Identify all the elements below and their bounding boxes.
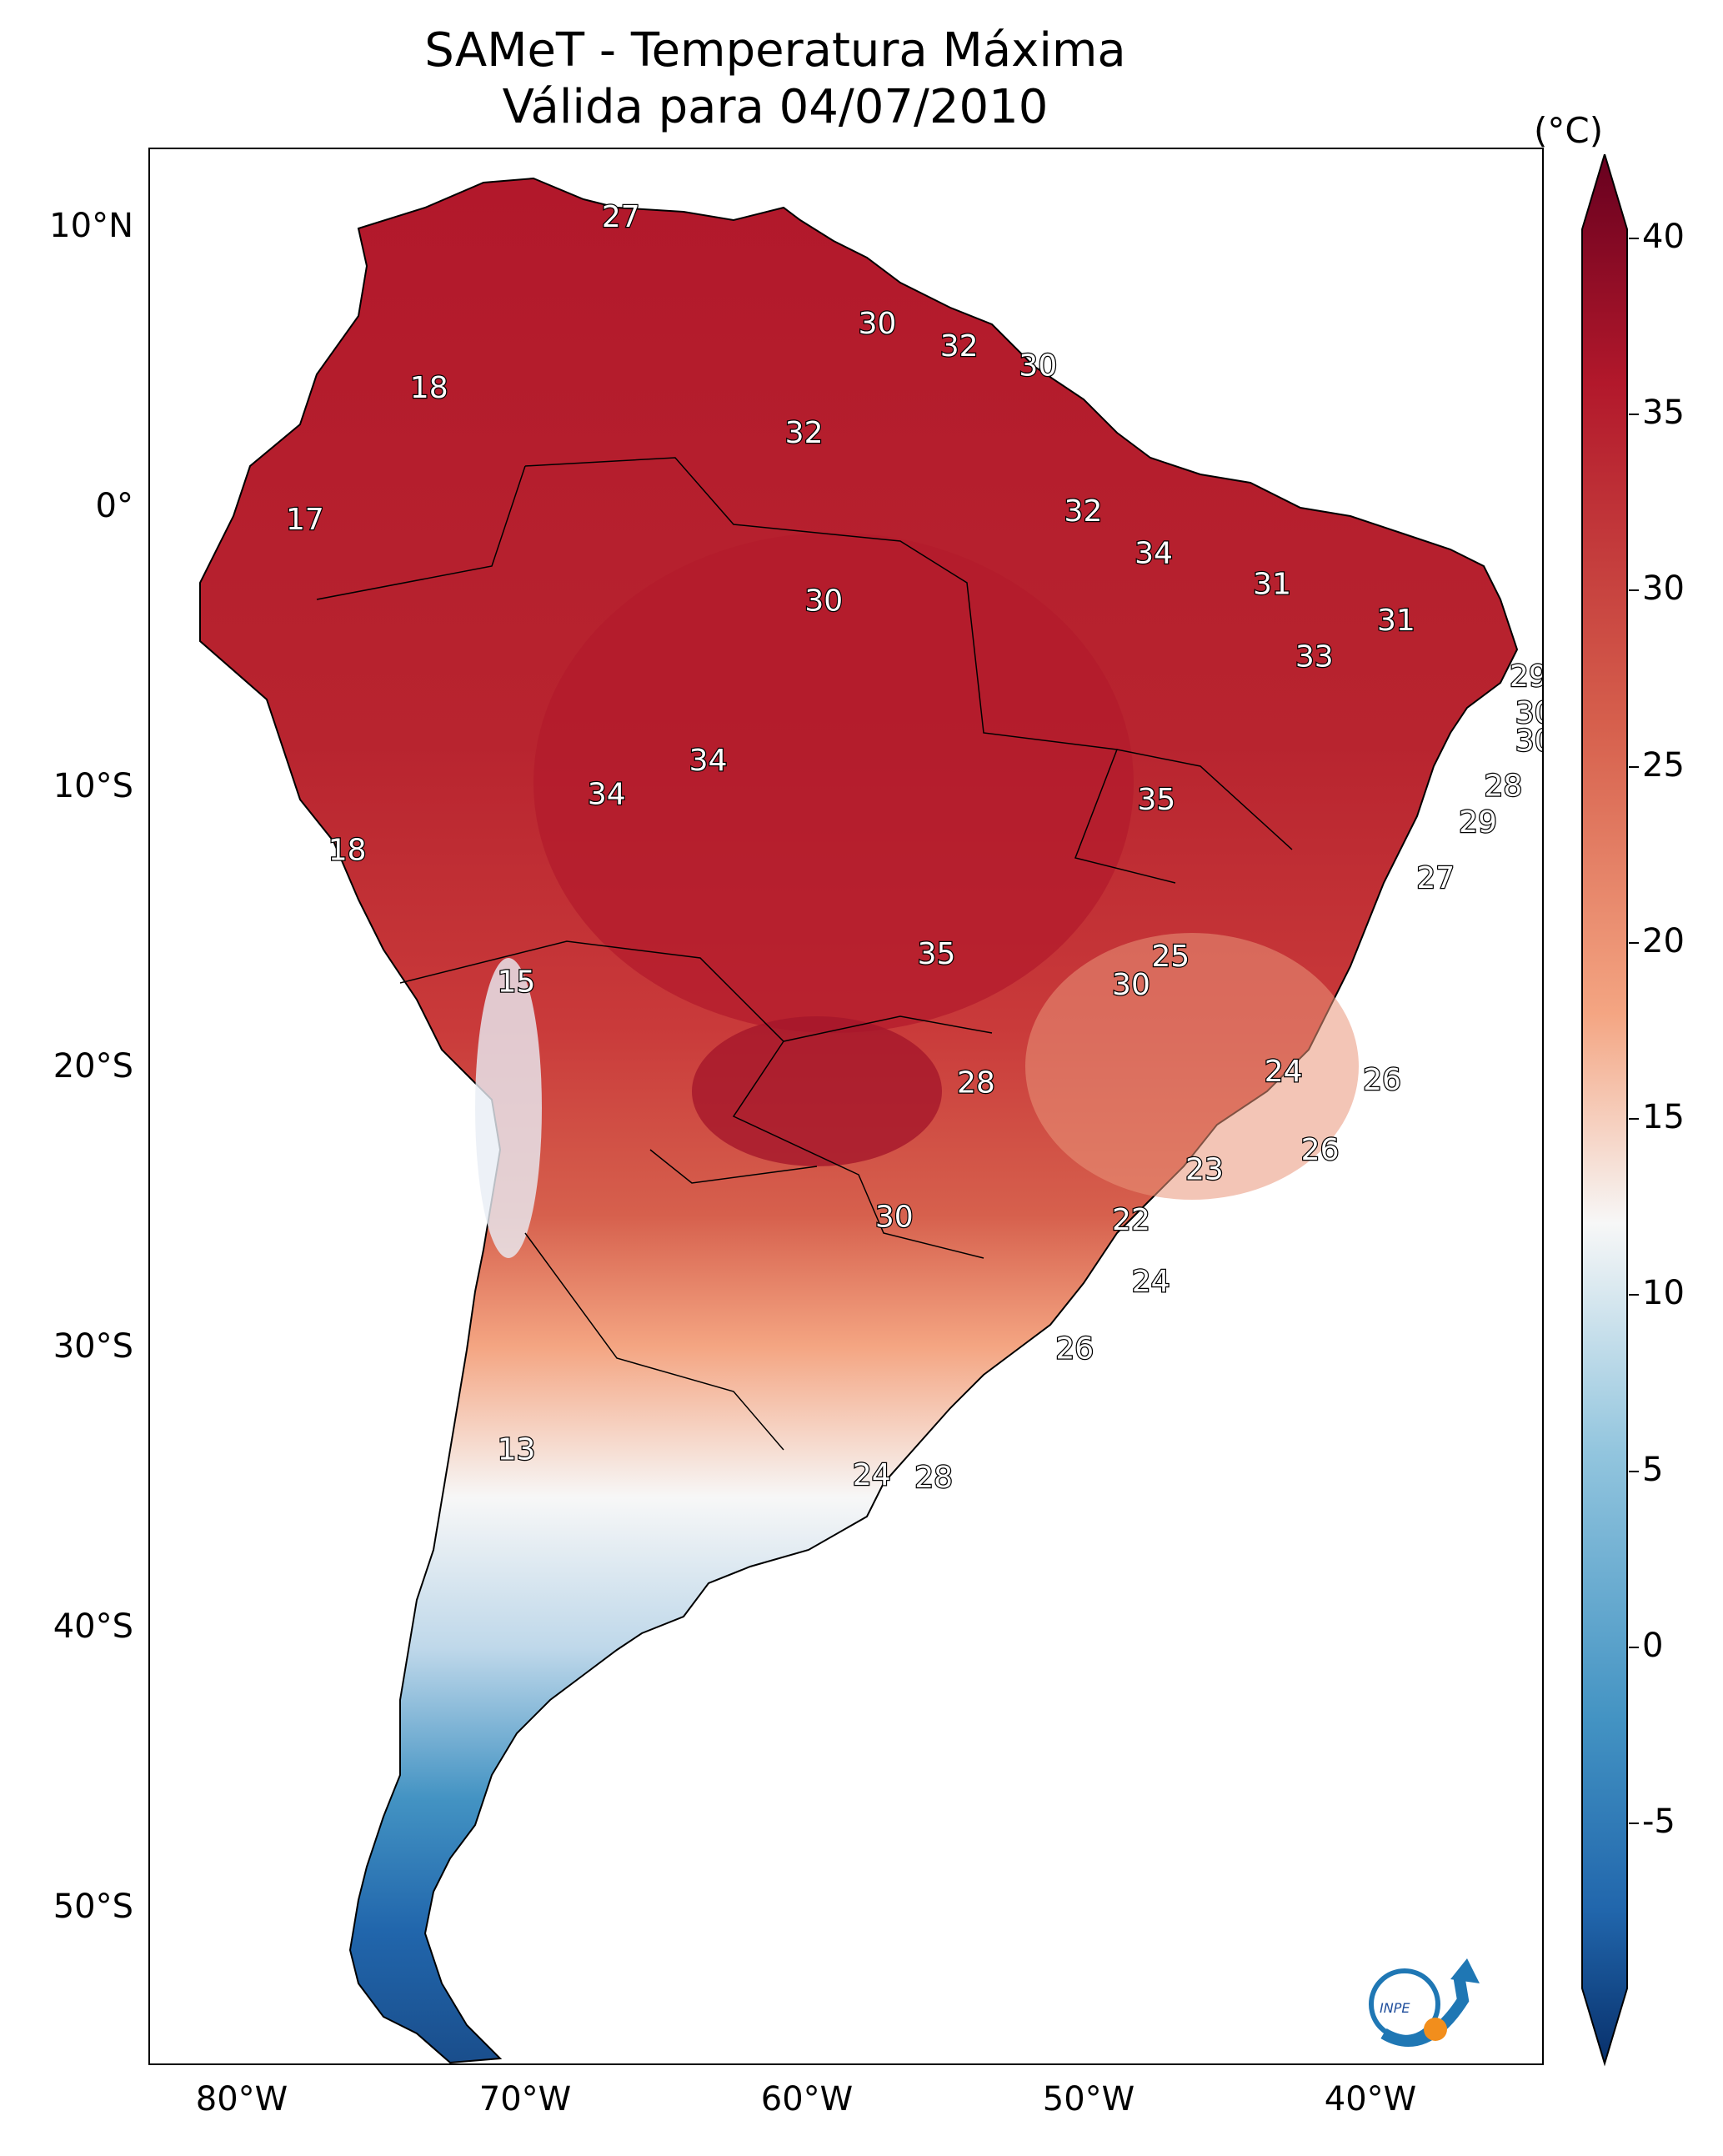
temperature-label: 30 (804, 584, 843, 619)
colorbar-tick-label: 5 (1642, 1450, 1664, 1489)
temperature-label: 28 (1485, 769, 1523, 803)
lat-label-20s: 20°S (53, 1047, 133, 1086)
temperature-label: 34 (1134, 536, 1173, 570)
temperature-label: 18 (328, 834, 367, 868)
temperature-label: 25 (1151, 940, 1190, 974)
colorbar-tick-label: 35 (1642, 394, 1685, 433)
temperature-label: 18 (410, 371, 448, 405)
temperature-label: 32 (1064, 494, 1103, 529)
temperature-label: 30 (1019, 348, 1057, 383)
lat-label-40s: 40°S (53, 1607, 133, 1646)
lon-label-60w: 60°W (760, 2080, 854, 2118)
temperature-label: 17 (286, 503, 324, 537)
inpe-logo: INPE (1369, 1958, 1480, 2047)
temperature-label: 27 (1416, 861, 1455, 895)
temperature-label: 24 (1265, 1055, 1303, 1089)
temperature-label: 35 (1137, 783, 1175, 817)
temperature-label: 26 (1055, 1332, 1094, 1366)
temperature-label: 26 (1363, 1063, 1401, 1097)
svg-text:INPE: INPE (1380, 2000, 1410, 2016)
colorbar-tick-mark (1629, 238, 1639, 239)
country-borders (316, 457, 1293, 1451)
colorbar-tick-mark (1629, 414, 1639, 416)
colorbar-tick-label: 20 (1642, 921, 1685, 960)
cool-zone-andes (475, 958, 542, 1258)
temperature-label: 31 (1253, 567, 1291, 601)
colorbar-tick-label: 25 (1642, 745, 1685, 785)
map-title: SAMeT - Temperatura Máxima (424, 23, 1126, 78)
temperature-label: 31 (1377, 604, 1415, 638)
colorbar (1581, 154, 1628, 2067)
lat-label-10s: 10°S (53, 767, 133, 805)
temperature-label: 30 (1515, 725, 1544, 759)
hot-zone-amazon (533, 533, 1134, 1033)
lon-label-70w: 70°W (478, 2080, 572, 2118)
temperature-label: 30 (1515, 696, 1544, 730)
temperature-label: 32 (940, 329, 979, 364)
temperature-label: 22 (1112, 1203, 1150, 1237)
colorbar-tick-label: 15 (1642, 1098, 1685, 1137)
colorbar-tick-label: 30 (1642, 569, 1685, 609)
map-subtitle: Válida para 04/07/2010 (502, 80, 1049, 134)
temperature-label: 23 (1185, 1153, 1224, 1187)
colorbar-tick-label: 10 (1642, 1274, 1685, 1313)
colorbar-tick-mark (1629, 1646, 1639, 1648)
temperature-label: 30 (875, 1201, 914, 1235)
temperature-label: 28 (957, 1065, 995, 1100)
temperature-label: 35 (918, 937, 956, 971)
temperature-label: 34 (588, 777, 626, 811)
cool-zone-southeast (1025, 933, 1359, 1200)
lon-label-80w: 80°W (195, 2080, 288, 2118)
temperature-label: 27 (602, 200, 640, 234)
colorbar-tick-label: 40 (1642, 218, 1685, 256)
colorbar-tick-label: 0 (1642, 1626, 1664, 1665)
lat-label-50s: 50°S (53, 1888, 133, 1926)
colorbar-tick-mark (1629, 941, 1639, 944)
temperature-label: 13 (498, 1433, 536, 1467)
temperature-label: 28 (914, 1461, 953, 1495)
temperature-label: 30 (859, 307, 897, 341)
lat-label-30s: 30°S (53, 1327, 133, 1366)
temperature-label: 15 (498, 965, 536, 999)
temperature-label: 24 (853, 1458, 891, 1492)
colorbar-tick-label: -5 (1642, 1803, 1675, 1841)
colorbar-tick-mark (1629, 1294, 1639, 1296)
temperature-label: 24 (1132, 1265, 1170, 1299)
lon-label-50w: 50°W (1042, 2080, 1135, 2118)
temperature-label: 29 (1510, 659, 1544, 694)
hot-zone-chaco (692, 1016, 942, 1166)
temperature-label: 26 (1301, 1133, 1340, 1167)
colorbar-tick-mark (1629, 1823, 1639, 1824)
temperature-label: 29 (1459, 805, 1497, 840)
map-panel: INPE 27303230183217323431303133293030342… (148, 148, 1544, 2065)
temperature-label: 33 (1295, 640, 1334, 674)
colorbar-tick-mark (1629, 765, 1639, 768)
temperature-label: 30 (1112, 968, 1150, 1002)
lon-label-40w: 40°W (1324, 2080, 1417, 2118)
lat-label-0: 0° (95, 487, 133, 525)
colorbar-tick-mark (1629, 1470, 1639, 1472)
temperature-label: 32 (785, 416, 824, 450)
lat-label-10n: 10°N (49, 207, 133, 245)
colorbar-tick-mark (1629, 1118, 1639, 1121)
colorbar-tick-mark (1629, 589, 1639, 592)
temperature-map: INPE 27303230183217323431303133293030342… (199, 177, 1544, 2063)
colorbar-unit: (°C) (1534, 110, 1604, 151)
temperature-label: 34 (689, 744, 728, 778)
